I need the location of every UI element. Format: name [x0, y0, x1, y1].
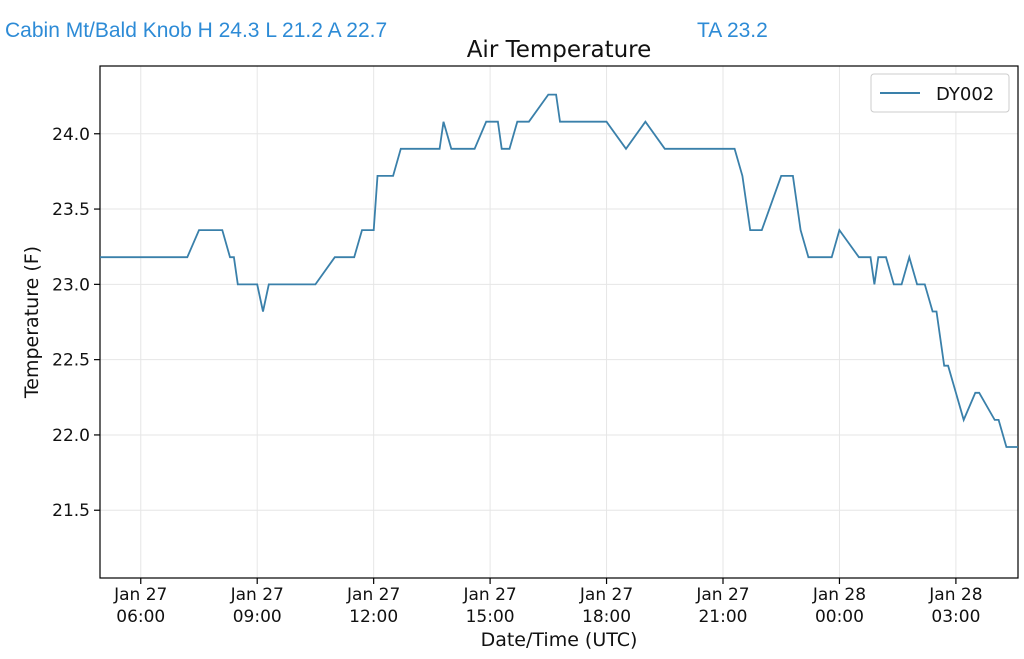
x-tick-label-time: 18:00 [582, 607, 631, 627]
x-tick-label-time: 00:00 [815, 607, 864, 627]
x-tick-label-time: 09:00 [233, 607, 282, 627]
y-tick-label: 24.0 [52, 125, 90, 145]
x-tick-label-date: Jan 27 [230, 585, 284, 605]
grid [100, 66, 1018, 578]
x-tick-label-date: Jan 28 [812, 585, 866, 605]
legend-label: DY002 [936, 84, 994, 105]
x-tick-label-time: 06:00 [116, 607, 165, 627]
plot-frame [99, 65, 1019, 579]
y-tick-label: 21.5 [52, 501, 90, 521]
x-axis-label: Date/Time (UTC) [481, 629, 638, 651]
x-tick-label-date: Jan 27 [346, 585, 400, 605]
chart-title: Air Temperature [467, 37, 652, 63]
y-tick-label: 22.0 [52, 426, 90, 446]
y-axis-label: Temperature (F) [21, 246, 43, 399]
y-tick-label: 23.0 [52, 275, 90, 295]
legend-box [870, 73, 1010, 113]
x-tick-label-date: Jan 27 [695, 585, 749, 605]
series-line-dy002 [100, 93, 1018, 448]
x-tick-label-date: Jan 27 [462, 585, 516, 605]
x-tick-label-date: Jan 27 [113, 585, 167, 605]
x-tick-label-time: 12:00 [349, 607, 398, 627]
y-tick-label: 23.5 [52, 200, 90, 220]
y-tick-label: 22.5 [52, 351, 90, 371]
ta-value: TA 23.2 [697, 19, 768, 42]
station-summary: Cabin Mt/Bald Knob H 24.3 L 21.2 A 22.7 [5, 19, 388, 42]
x-tick-label-time: 21:00 [698, 607, 747, 627]
x-tick-label-time: 15:00 [466, 607, 515, 627]
x-tick-label-date: Jan 27 [579, 585, 633, 605]
x-tick-label-time: 03:00 [931, 607, 980, 627]
legend: DY002 [870, 73, 1010, 113]
x-tick-label-date: Jan 28 [928, 585, 982, 605]
